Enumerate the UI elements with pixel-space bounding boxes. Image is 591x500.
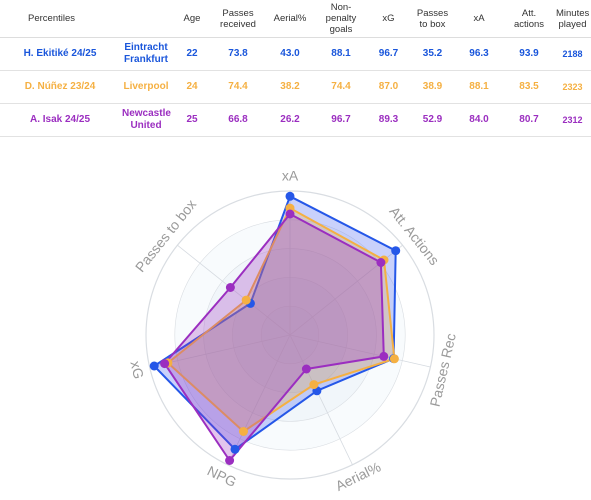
stat-cell: 43.0 [264,37,316,71]
header-age[interactable]: Age [172,0,212,38]
axis-label: xG [127,359,147,380]
stat-cell: 24 [172,70,212,104]
header-minutes-played[interactable]: Minutes played [554,0,591,38]
series-1-point [230,444,240,454]
header-aerial[interactable]: Aerial% [264,0,316,38]
stat-cell: 52.9 [411,103,454,137]
stat-cell: 2188 [554,37,591,71]
radar-spoke [289,334,353,465]
radar-spoke [227,334,291,465]
series-area-1 [153,195,397,451]
table-row: D. Núñez 23/24 Liverpool 24 74.4 38.2 74.4 87.… [0,70,591,104]
stat-cell: 89.3 [366,103,411,137]
stat-cell: 80.7 [504,103,554,137]
player-name-cell[interactable]: D. Núñez 23/24 [0,70,120,104]
series-2-point [309,380,319,390]
player-name-cell[interactable]: H. Ekitiké 24/25 [0,37,120,71]
series-3-point [379,351,389,361]
header-xg[interactable]: xG [366,0,411,38]
series-3-point [301,364,311,374]
stat-cell: 2312 [554,103,591,137]
team-name-cell: Liverpool [120,70,172,104]
series-area-3 [163,213,385,462]
header-att-actions[interactable]: Att. actions [504,0,554,38]
comparison-table: Percentiles Age Passes received Aerial% … [0,0,591,137]
series-2-point [241,295,251,305]
stat-cell: 2323 [554,70,591,104]
team-name-cell: Eintracht Frankfurt [120,37,172,71]
player-name-cell[interactable]: A. Isak 24/25 [0,103,120,137]
header-team [120,0,172,38]
stat-cell: 96.7 [316,103,366,137]
table-body: H. Ekitiké 24/25 Eintracht Frankfurt 22 73.… [0,37,591,137]
stat-cell: 84.0 [454,103,504,137]
series-1-point [391,246,401,256]
stat-cell: 88.1 [454,70,504,104]
stat-cell: 96.3 [454,37,504,71]
header-passes-received[interactable]: Passes received [212,0,264,38]
stat-cell: 87.0 [366,70,411,104]
radar-spoke [289,334,431,368]
series-2-point [239,427,248,436]
series-3-point [285,209,295,219]
stat-cell: 73.8 [212,37,264,71]
axis-label: xA [282,168,299,184]
stat-cell: 74.4 [316,70,366,104]
stat-cell: 38.9 [411,70,454,104]
series-3-point [225,283,235,292]
stat-cell: 22 [172,37,212,71]
stat-cell: 83.5 [504,70,554,104]
comparison-table-container: Percentiles Age Passes received Aerial% … [0,0,591,137]
series-3-point [160,359,170,369]
header-xa[interactable]: xA [454,0,504,38]
stat-cell: 93.9 [504,37,554,71]
stat-cell: 25 [172,103,212,137]
table-row: H. Ekitiké 24/25 Eintracht Frankfurt 22 73.… [0,37,591,71]
series-1-point [285,191,295,201]
stat-cell: 74.4 [212,70,264,104]
stat-cell: 96.7 [366,37,411,71]
series-1-point [149,361,159,371]
stat-cell: 26.2 [264,103,316,137]
team-name-cell: Newcastle United [120,103,172,137]
stat-cell: 35.2 [411,37,454,71]
series-3-point [376,258,386,267]
series-2-point [389,354,399,364]
series-area-2 [166,207,396,433]
series-3-point [225,456,235,465]
stat-cell: 66.8 [212,103,264,137]
radar-chart: xA Att. Actions Passes Rec Aerial% NPG xG Pass… [0,137,591,500]
radar-spoke [149,334,291,368]
header-non-penalty-goals[interactable]: Non-penalty goals [316,0,366,38]
stat-cell: 38.2 [264,70,316,104]
header-percentiles: Percentiles [0,0,120,38]
table-header-row: Percentiles Age Passes received Aerial% … [0,0,591,38]
table-row: A. Isak 24/25 Newcastle United 25 66.8 26.2 9… [0,103,591,137]
stat-cell: 88.1 [316,37,366,71]
header-passes-to-box[interactable]: Passes to box [411,0,454,38]
